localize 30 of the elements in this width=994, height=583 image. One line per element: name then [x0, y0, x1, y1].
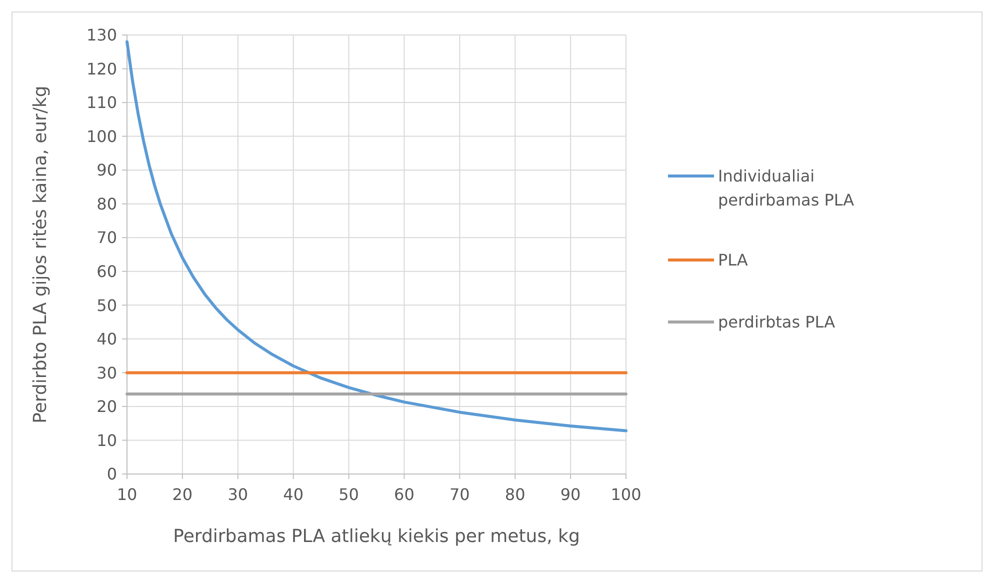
x-tick-label: 80 [504, 485, 526, 504]
legend-label: Individualiai perdirbamas PLA [718, 166, 854, 210]
y-tick-label: 20 [96, 397, 117, 416]
y-tick-label: 80 [96, 194, 117, 214]
x-tick-label: 90 [560, 485, 581, 504]
y-tick-label: 100 [86, 126, 117, 146]
y-tick-label: 90 [96, 160, 117, 180]
x-tick-label: 60 [394, 485, 414, 504]
x-tick-label: 20 [172, 485, 193, 504]
y-tick-label: 60 [96, 262, 117, 281]
x-tick-label: 30 [228, 485, 248, 504]
y-tick-label: 10 [96, 430, 117, 450]
x-tick-label: 10 [116, 485, 138, 504]
y-tick-label: 40 [96, 330, 117, 349]
y-tick-label: 50 [96, 296, 117, 315]
x-tick-label: 40 [283, 485, 304, 504]
x-axis-title: Perdirbamas PLA atliekų kiekis per metus, kg [173, 526, 580, 547]
y-tick-label: 130 [86, 26, 117, 45]
y-tick-label: 70 [96, 228, 117, 248]
y-tick-label: 120 [86, 59, 117, 78]
x-tick-label: 100 [610, 485, 642, 504]
y-axis-title: Perdirbto PLA gijos ritės kaina, eur/kg [30, 86, 51, 424]
y-tick-label: 110 [86, 93, 117, 112]
x-tick-label: 70 [449, 485, 470, 504]
y-tick-label: 0 [106, 464, 117, 484]
line-series [126, 40, 628, 432]
legend-label: perdirbtas PLA [718, 312, 836, 332]
y-tick-label: 30 [96, 363, 117, 382]
legend-label: PLA [718, 250, 748, 270]
x-tick-label: 50 [338, 485, 359, 504]
